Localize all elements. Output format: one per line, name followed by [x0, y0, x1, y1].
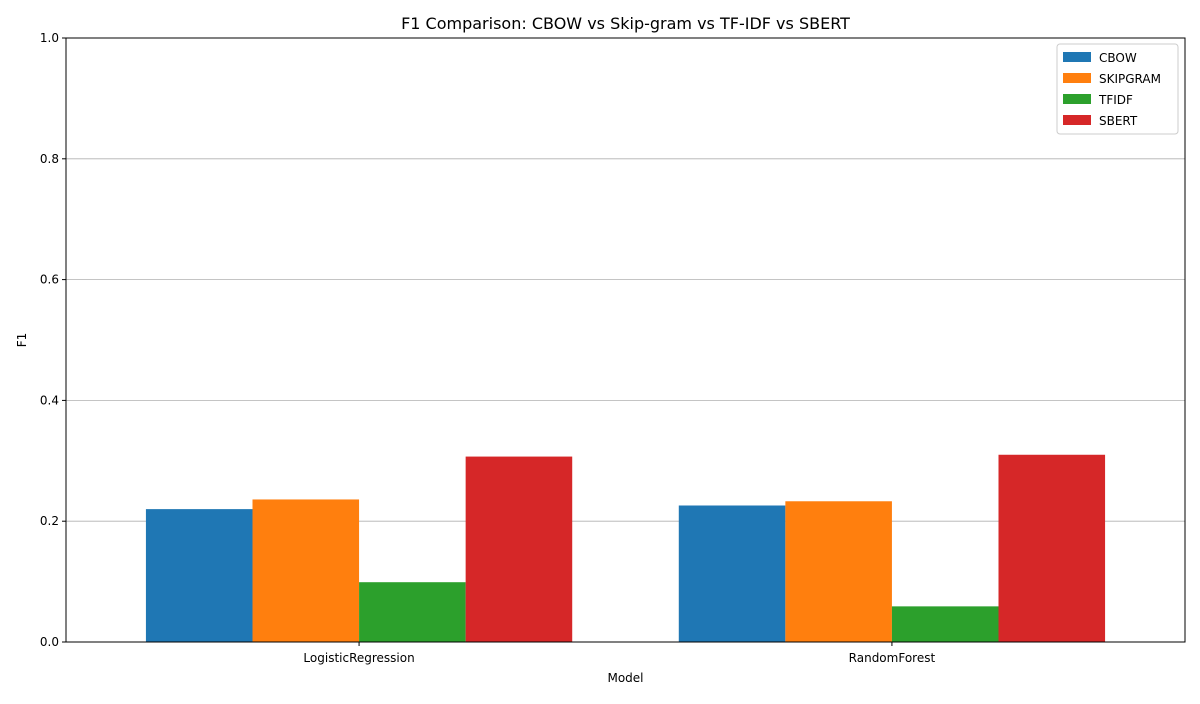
y-axis-ticks: 0.0 0.2 0.4 0.6 0.8 1.0 [40, 31, 66, 649]
bar-sbert-logisticregression [465, 456, 573, 642]
legend-label-skipgram: SKIPGRAM [1099, 72, 1161, 86]
bar-skipgram-logisticregression [252, 499, 360, 642]
y-tick-label: 0.8 [40, 152, 59, 166]
legend-label-tfidf: TFIDF [1098, 93, 1133, 107]
y-tick-label: 1.0 [40, 31, 59, 45]
bar-sbert-randomforest [998, 454, 1106, 642]
legend-swatch-sbert [1063, 115, 1091, 125]
bar-tfidf-logisticregression [359, 582, 466, 642]
bars [145, 454, 1106, 642]
legend-label-sbert: SBERT [1099, 114, 1138, 128]
chart-title: F1 Comparison: CBOW vs Skip-gram vs TF-I… [401, 14, 850, 33]
bar-cbow-randomforest [678, 505, 786, 642]
legend-label-cbow: CBOW [1099, 51, 1137, 65]
legend-box [1056, 43, 1179, 135]
plot-frame [65, 37, 1186, 643]
legend-swatch-tfidf [1063, 94, 1091, 104]
y-tick-label: 0.0 [40, 635, 59, 649]
legend-swatch-cbow [1063, 52, 1091, 62]
bar-skipgram-randomforest [785, 501, 892, 642]
y-tick-label: 0.6 [40, 273, 59, 287]
x-axis-label: Model [607, 671, 643, 685]
y-tick-label: 0.4 [40, 393, 59, 407]
legend: CBOW SKIPGRAM TFIDF SBERT [1056, 43, 1179, 135]
bar-cbow-logisticregression [145, 509, 253, 642]
x-tick-label: LogisticRegression [303, 651, 414, 665]
y-tick-label: 0.2 [40, 514, 59, 528]
bar-tfidf-randomforest [891, 606, 999, 642]
y-axis-label: F1 [15, 333, 29, 348]
legend-swatch-skipgram [1063, 73, 1091, 83]
x-tick-label: RandomForest [849, 651, 936, 665]
x-axis-ticks: LogisticRegression RandomForest [303, 642, 935, 665]
